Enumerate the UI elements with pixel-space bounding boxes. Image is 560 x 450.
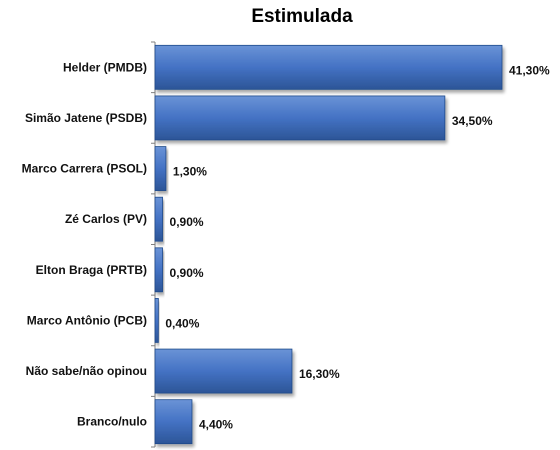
labels-layer: Helder (PMDB) 41,30% Simão Jatene (PSDB) 34… xyxy=(22,60,550,431)
bar xyxy=(154,247,163,293)
category-label: Marco Carrera (PSOL) xyxy=(22,162,147,176)
category-label: Não sabe/não opinou xyxy=(26,364,147,378)
chart-title: Estimulada xyxy=(251,6,353,27)
value-label: 0,90% xyxy=(170,215,204,229)
bar xyxy=(154,348,293,394)
value-label: 16,30% xyxy=(299,367,340,381)
value-label: 41,30% xyxy=(509,63,550,77)
category-label: Helder (PMDB) xyxy=(63,60,147,74)
category-label: Elton Braga (PRTB) xyxy=(36,263,147,277)
value-label: 34,50% xyxy=(452,114,493,128)
bars-layer xyxy=(154,44,503,445)
category-label: Branco/nulo xyxy=(77,415,147,429)
bar xyxy=(154,399,193,445)
category-label: Marco Antônio (PCB) xyxy=(27,313,147,327)
category-label: Simão Jatene (PSDB) xyxy=(25,111,147,125)
bar xyxy=(154,146,167,191)
bar xyxy=(154,196,163,242)
value-label: 0,90% xyxy=(170,266,204,280)
value-label: 0,40% xyxy=(165,316,199,330)
value-label: 1,30% xyxy=(173,165,207,179)
category-label: Zé Carlos (PV) xyxy=(65,212,147,226)
bar xyxy=(154,44,503,90)
bar xyxy=(154,298,159,343)
bar xyxy=(154,95,446,141)
axis-layer xyxy=(151,41,156,448)
value-label: 4,40% xyxy=(199,418,233,432)
